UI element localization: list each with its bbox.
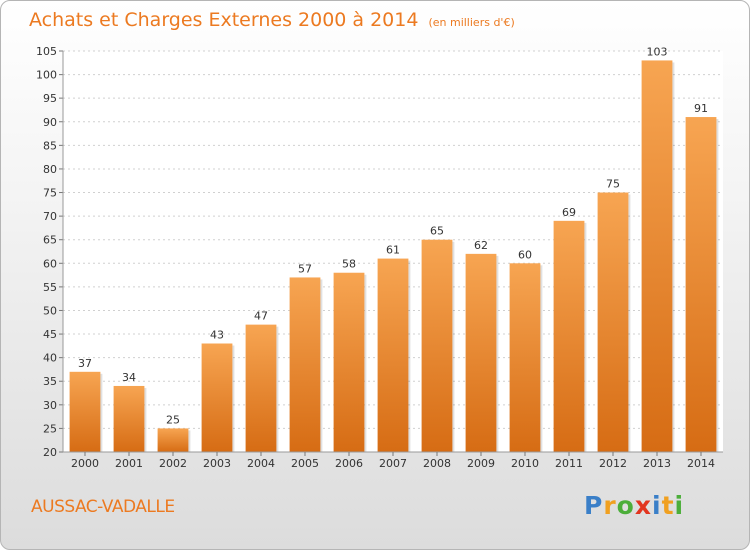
data-label: 43 [210,328,224,341]
proxiti-logo[interactable]: Proxiti [584,491,684,520]
y-tick-label: 90 [43,116,57,129]
chart-title: Achats et Charges Externes 2000 à 2014 (e… [29,9,515,31]
x-tick-label: 2013 [643,457,671,470]
y-tick-label: 105 [36,45,57,58]
bar [157,428,189,452]
data-label: 58 [342,258,356,271]
data-label: 57 [298,262,312,275]
data-label: 91 [694,102,708,115]
y-tick-label: 35 [43,375,57,388]
y-tick-label: 55 [43,281,57,294]
bar [377,258,409,452]
data-label: 103 [647,45,668,58]
bar [685,117,717,452]
y-tick-label: 65 [43,234,57,247]
y-tick-label: 100 [36,69,57,82]
bar [245,324,277,452]
bar [509,263,541,452]
bar [465,253,497,452]
x-tick-label: 2005 [291,457,319,470]
logo-letter: o [616,491,635,520]
data-label: 60 [518,248,532,261]
x-tick-label: 2006 [335,457,363,470]
x-tick-label: 2003 [203,457,231,470]
chart-subtitle: (en milliers d'€) [428,16,515,29]
y-tick-label: 30 [43,399,57,412]
commune-name: AUSSAC-VADALLE [31,497,175,517]
logo-letter: x [634,491,652,520]
data-label: 75 [606,178,620,191]
y-tick-label: 95 [43,92,57,105]
bar [641,60,673,452]
data-label: 65 [430,225,444,238]
logo-letter: t [661,491,675,520]
data-label: 47 [254,310,268,323]
bar [333,272,365,452]
data-label: 34 [122,371,136,384]
y-tick-label: 40 [43,352,57,365]
y-tick-label: 25 [43,422,57,435]
y-tick-label: 70 [43,210,57,223]
data-label: 25 [166,413,180,426]
bars: 37 34 25 43 47 57 58 61 65 62 60 69 75 103 91 [69,45,719,452]
bar [421,239,453,452]
x-tick-label: 2000 [71,457,99,470]
y-tick-label: 50 [43,304,57,317]
data-label: 37 [78,357,92,370]
x-tick-label: 2007 [379,457,407,470]
x-tick-label: 2011 [555,457,583,470]
x-tick-label: 2008 [423,457,451,470]
y-axis: 20 25 30 35 40 45 50 55 60 65 70 75 80 85 90 95 100 105 [36,45,64,459]
bar [69,371,101,452]
x-tick-label: 2014 [687,457,715,470]
data-label: 62 [474,239,488,252]
y-tick-label: 45 [43,328,57,341]
y-tick-label: 80 [43,163,57,176]
x-tick-label: 2004 [247,457,275,470]
x-tick-label: 2012 [599,457,627,470]
bar [553,220,585,452]
bar [113,385,145,452]
x-tick-label: 2010 [511,457,539,470]
x-tick-label: 2002 [159,457,187,470]
bar [597,192,629,452]
x-axis: 2000 2001 2002 2003 2004 2005 2006 2007 2008 2009… [63,451,723,470]
y-tick-label: 60 [43,257,57,270]
x-tick-label: 2009 [467,457,495,470]
y-tick-label: 85 [43,139,57,152]
y-tick-label: 20 [43,446,57,459]
chart-title-text: Achats et Charges Externes 2000 à 2014 [29,9,419,31]
logo-letter: r [603,491,617,520]
bar [289,277,321,452]
logo-letter: P [584,491,604,520]
x-tick-label: 2001 [115,457,143,470]
logo-letter: i [652,491,662,520]
data-label: 61 [386,244,400,257]
y-tick-label: 75 [43,187,57,200]
logo-letter: i [674,491,685,520]
bar [201,343,233,452]
data-label: 69 [562,206,576,219]
